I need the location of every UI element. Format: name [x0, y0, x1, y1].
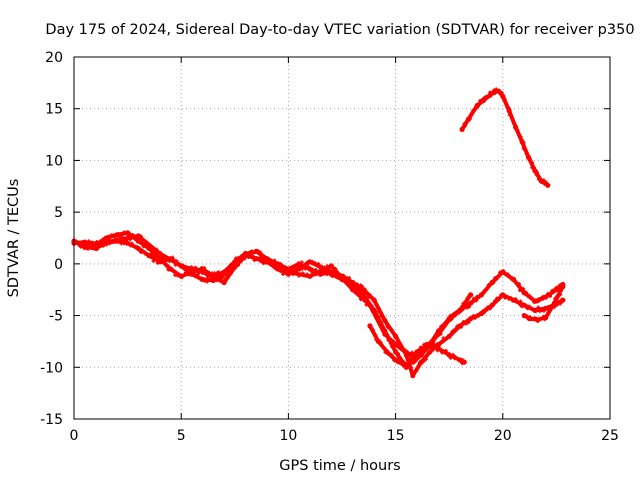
x-tick-label: 0 — [70, 428, 79, 444]
grid — [74, 57, 610, 419]
data-point — [285, 269, 291, 275]
data-point — [135, 233, 141, 239]
data-point — [264, 258, 270, 264]
x-tick-label: 5 — [177, 428, 186, 444]
y-tick-label: -10 — [40, 360, 63, 376]
data-series — [71, 87, 566, 379]
y-tick-label: 5 — [54, 205, 63, 221]
y-tick-label: -5 — [49, 309, 63, 325]
series-trace-e — [521, 284, 566, 324]
y-tick-label: 10 — [45, 153, 63, 169]
y-tick-label: -15 — [40, 412, 63, 428]
data-point — [178, 263, 184, 269]
data-point — [221, 279, 227, 286]
y-tick-label: 20 — [45, 50, 63, 66]
series-trace-c — [77, 233, 566, 360]
x-tick-label: 25 — [601, 428, 619, 444]
series-trace-d — [367, 292, 474, 368]
data-point — [367, 302, 373, 308]
x-tick-label: 10 — [279, 428, 297, 444]
data-point — [382, 331, 388, 337]
data-point — [489, 302, 495, 308]
chart-title: Day 175 of 2024, Sidereal Day-to-day VTE… — [45, 22, 634, 38]
data-point — [446, 316, 452, 322]
data-point — [157, 250, 163, 257]
ticks — [73, 56, 611, 420]
data-point — [200, 269, 206, 275]
data-point — [468, 316, 474, 322]
data-point — [114, 237, 120, 243]
x-tick-label: 15 — [387, 428, 405, 444]
x-tick-label: 20 — [494, 428, 512, 444]
data-point — [328, 263, 334, 269]
x-axis-label: GPS time / hours — [279, 458, 400, 474]
y-tick-label: 15 — [45, 102, 63, 118]
plot-frame — [73, 56, 611, 420]
series-trace-f — [459, 87, 551, 188]
y-axis-label: SDTVAR / TECUs — [6, 179, 22, 298]
y-tick-label: 0 — [54, 257, 63, 273]
tick-labels: 0 5 10 15 20 25 -15 -10 -5 0 5 10 15 20 — [40, 50, 619, 444]
